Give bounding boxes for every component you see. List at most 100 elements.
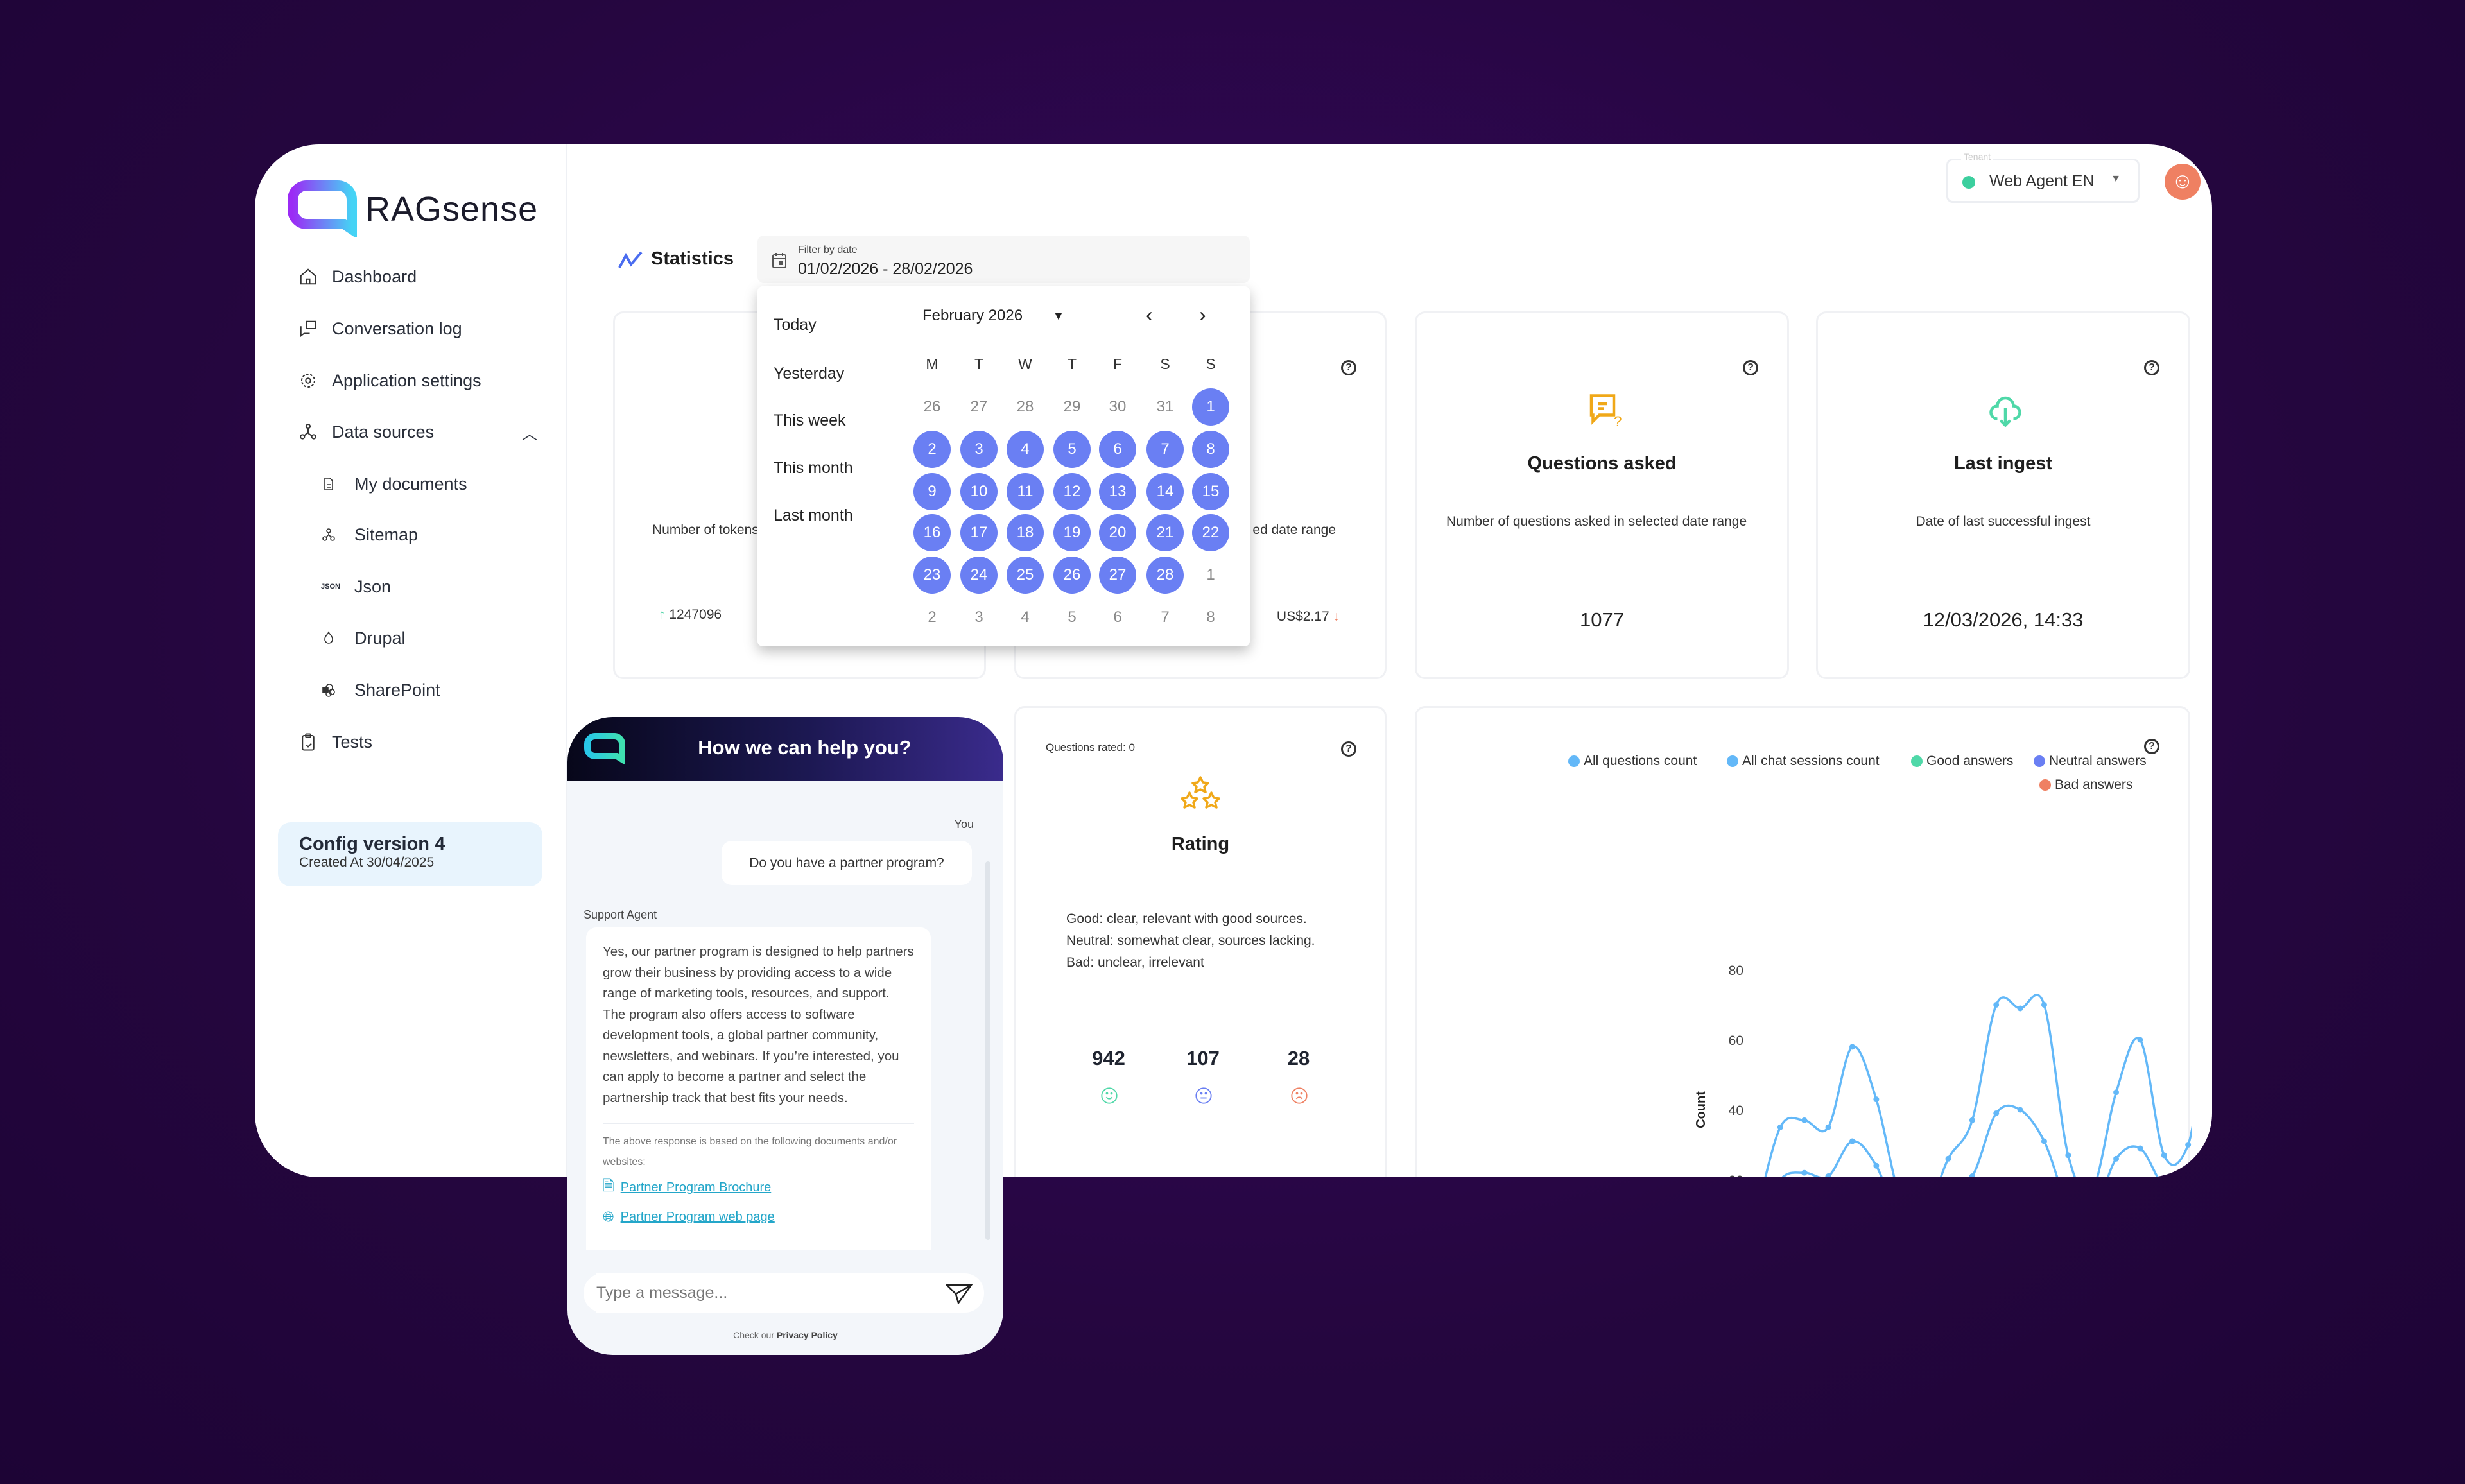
document-icon: 🗎 bbox=[603, 1178, 614, 1194]
questions-asked-value: 1077 bbox=[1580, 608, 1624, 631]
calendar-day-outside[interactable]: 27 bbox=[970, 398, 988, 415]
privacy-footer: Check our Privacy Policy bbox=[567, 1330, 1003, 1340]
message-input-field[interactable] bbox=[596, 1273, 930, 1313]
preset-today[interactable]: Today bbox=[774, 316, 817, 334]
sidebar-item-my-documents[interactable]: My documents bbox=[255, 462, 467, 506]
calendar-day-outside[interactable]: 30 bbox=[1109, 398, 1127, 415]
previous-month-button[interactable]: ‹ bbox=[1146, 303, 1153, 326]
legend-item[interactable]: Good answers bbox=[1911, 754, 2013, 769]
calendar-day-selected[interactable]: 13 bbox=[1099, 473, 1136, 510]
sidebar-item-dashboard[interactable]: Dashboard bbox=[255, 254, 417, 299]
sidebar-item-sitemap[interactable]: Sitemap bbox=[255, 512, 418, 557]
calendar-day-selected[interactable]: 1 bbox=[1192, 388, 1229, 426]
last-ingest-value: 12/03/2026, 14:33 bbox=[1923, 608, 2084, 631]
legend-item[interactable]: Neutral answers bbox=[2034, 754, 2147, 769]
calendar-day-selected[interactable]: 2 bbox=[913, 431, 951, 468]
calendar-day-selected[interactable]: 3 bbox=[960, 431, 998, 468]
calendar-day-outside[interactable]: 2 bbox=[928, 608, 937, 626]
tenant-select[interactable]: Tenant Web Agent EN ▼ bbox=[1946, 151, 2140, 203]
data-point bbox=[1969, 1117, 1975, 1123]
legend-item[interactable]: All chat sessions count bbox=[1727, 754, 1880, 769]
privacy-policy-link[interactable]: Privacy Policy bbox=[776, 1330, 838, 1340]
preset-yesterday[interactable]: Yesterday bbox=[774, 365, 845, 383]
calendar-day-outside[interactable]: 26 bbox=[923, 398, 941, 415]
next-month-button[interactable]: › bbox=[1199, 303, 1206, 326]
calendar-day-selected[interactable]: 23 bbox=[913, 556, 951, 594]
calendar-icon bbox=[772, 253, 786, 268]
calendar-day-outside[interactable]: 8 bbox=[1206, 608, 1215, 626]
preset-last-month[interactable]: Last month bbox=[774, 506, 853, 524]
caret-down-icon[interactable]: ▼ bbox=[1053, 309, 1064, 322]
source-link-web-page[interactable]: 🌐︎ Partner Program web page bbox=[603, 1209, 914, 1225]
calendar-day-selected[interactable]: 12 bbox=[1053, 473, 1091, 510]
calendar-day-outside[interactable]: 29 bbox=[1063, 398, 1081, 415]
sidebar-item-conversation-log[interactable]: Conversation log bbox=[255, 306, 462, 351]
data-point bbox=[1801, 1169, 1808, 1176]
calendar-day-outside[interactable]: 28 bbox=[1016, 398, 1034, 415]
config-version-card[interactable]: Config version 4 Created At 30/04/2025 bbox=[278, 822, 542, 886]
calendar-day-selected[interactable]: 7 bbox=[1146, 431, 1184, 468]
legend-label: All questions count bbox=[1584, 754, 1697, 768]
calendar-day-selected[interactable]: 11 bbox=[1007, 473, 1044, 510]
legend-swatch bbox=[1911, 755, 1923, 767]
sidebar-item-sharepoint[interactable]: SharePoint bbox=[255, 668, 440, 712]
calendar-day-selected[interactable]: 26 bbox=[1053, 556, 1091, 594]
calendar-day-selected[interactable]: 25 bbox=[1007, 556, 1044, 594]
calendar-day-selected[interactable]: 24 bbox=[960, 556, 998, 594]
calendar-day-selected[interactable]: 15 bbox=[1192, 473, 1229, 510]
calendar-day-selected[interactable]: 21 bbox=[1146, 514, 1184, 551]
calendar-day-outside[interactable]: 7 bbox=[1161, 608, 1170, 626]
legend-item[interactable]: Bad answers bbox=[2039, 777, 2132, 793]
sidebar-item-application-settings[interactable]: Application settings bbox=[255, 358, 481, 403]
calendar-day-selected[interactable]: 27 bbox=[1099, 556, 1136, 594]
calendar-day-selected[interactable]: 28 bbox=[1146, 556, 1184, 594]
calendar-day-outside[interactable]: 3 bbox=[974, 608, 983, 626]
sidebar-item-tests[interactable]: Tests bbox=[255, 720, 372, 764]
help-icon[interactable]: ? bbox=[2144, 739, 2159, 754]
calendar-day-selected[interactable]: 17 bbox=[960, 514, 998, 551]
sidebar-item-data-sources[interactable]: Data sources ︿ bbox=[255, 410, 537, 454]
calendar-day-selected[interactable]: 14 bbox=[1146, 473, 1184, 510]
calendar-day-selected[interactable]: 19 bbox=[1053, 514, 1091, 551]
calendar-day-outside[interactable]: 5 bbox=[1068, 608, 1077, 626]
calendar-day-outside[interactable]: 4 bbox=[1021, 608, 1030, 626]
calendar-day-selected[interactable]: 10 bbox=[960, 473, 998, 510]
help-icon[interactable]: ? bbox=[2144, 360, 2159, 375]
calendar-day-selected[interactable]: 8 bbox=[1192, 431, 1229, 468]
calendar-day-selected[interactable]: 22 bbox=[1192, 514, 1229, 551]
sad-face-icon bbox=[1291, 1087, 1308, 1104]
date-filter-input[interactable]: Filter by date 01/02/2026 - 28/02/2026 bbox=[757, 236, 1250, 283]
help-icon[interactable]: ? bbox=[1743, 360, 1758, 375]
calendar-day-outside[interactable]: 6 bbox=[1113, 608, 1122, 626]
send-icon[interactable] bbox=[946, 1282, 973, 1304]
legend-item[interactable]: All questions count bbox=[1568, 754, 1697, 769]
calendar-day-selected[interactable]: 6 bbox=[1099, 431, 1136, 468]
help-icon[interactable]: ? bbox=[1341, 360, 1356, 375]
month-year-select[interactable]: February 2026 bbox=[922, 307, 1023, 324]
calendar-day-selected[interactable]: 20 bbox=[1099, 514, 1136, 551]
source-link-label[interactable]: Partner Program web page bbox=[620, 1209, 775, 1224]
calendar-day-selected[interactable]: 4 bbox=[1007, 431, 1044, 468]
calendar-day-selected[interactable]: 9 bbox=[913, 473, 951, 510]
calendar-day-selected[interactable]: 16 bbox=[913, 514, 951, 551]
caret-down-icon: ▼ bbox=[2111, 173, 2121, 184]
source-link-brochure[interactable]: 🗎 Partner Program Brochure bbox=[603, 1175, 914, 1200]
avatar[interactable]: ☺ bbox=[2165, 164, 2201, 200]
sidebar-item-json[interactable]: JSON Json bbox=[255, 564, 391, 609]
agent-label: Support Agent bbox=[584, 908, 657, 921]
calendar-day-selected[interactable]: 18 bbox=[1007, 514, 1044, 551]
preset-this-week[interactable]: This week bbox=[774, 411, 846, 429]
source-link-label[interactable]: Partner Program Brochure bbox=[620, 1180, 772, 1195]
y-tick-label: 40 bbox=[1729, 1103, 1743, 1118]
calendar-day-outside[interactable]: 31 bbox=[1156, 398, 1174, 415]
calendar-day-selected[interactable]: 5 bbox=[1053, 431, 1091, 468]
calendar-day-outside[interactable]: 1 bbox=[1206, 566, 1215, 583]
data-point bbox=[2137, 1145, 2143, 1152]
message-input[interactable] bbox=[584, 1273, 984, 1313]
chevron-up-icon[interactable]: ︿ bbox=[522, 425, 537, 443]
questions-rated: Questions rated: 0 bbox=[1046, 741, 1135, 754]
sidebar-item-drupal[interactable]: Drupal bbox=[255, 616, 406, 660]
preset-this-month[interactable]: This month bbox=[774, 459, 853, 477]
help-icon[interactable]: ? bbox=[1341, 741, 1356, 757]
chat-scrollbar[interactable] bbox=[985, 861, 990, 1240]
